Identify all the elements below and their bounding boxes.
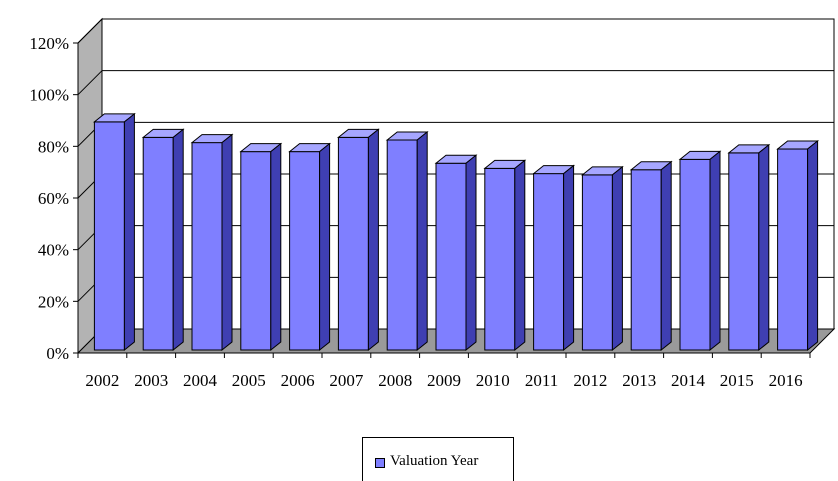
bar xyxy=(288,142,332,352)
bar xyxy=(190,133,234,352)
x-axis-ticks: 2002 2003 2004 2005 2006 2007 2008 2009 2010 2011… xyxy=(77,353,811,390)
x-tick-label: 2003 xyxy=(134,371,168,390)
bar xyxy=(629,160,673,352)
bar-front xyxy=(337,136,369,351)
x-tick-label: 2012 xyxy=(573,371,607,390)
bar-side xyxy=(807,140,819,352)
bar xyxy=(532,164,576,352)
bar-front xyxy=(630,169,662,351)
bar xyxy=(678,150,722,352)
bar-side xyxy=(221,133,233,352)
bar-front xyxy=(386,139,418,351)
y-tick-label: 20% xyxy=(38,292,69,311)
bar-side xyxy=(465,154,477,352)
x-tick-label: 2005 xyxy=(232,371,266,390)
bar-front xyxy=(240,151,272,351)
bar xyxy=(776,140,820,352)
y-tick-label: 120% xyxy=(29,34,69,53)
x-tick-label: 2006 xyxy=(281,371,315,390)
bar xyxy=(434,154,478,352)
bars xyxy=(92,112,820,352)
bar-front xyxy=(93,121,125,351)
bar-front xyxy=(484,167,516,351)
bar xyxy=(483,159,527,352)
gridline-side xyxy=(77,18,103,44)
y-tick-label: 0% xyxy=(46,344,69,363)
y-axis-ticks: 0% 20% 40% 60% 80% 100% 120% xyxy=(29,34,78,363)
y-tick-label: 60% xyxy=(38,189,69,208)
bar xyxy=(727,143,771,352)
x-tick-label: 2016 xyxy=(769,371,803,390)
bar-side xyxy=(319,142,331,352)
x-tick-label: 2010 xyxy=(476,371,510,390)
gridline-side xyxy=(77,70,103,96)
x-tick-label: 2015 xyxy=(720,371,754,390)
legend-swatch xyxy=(375,458,385,468)
y-tick-label: 80% xyxy=(38,137,69,156)
x-tick-label: 2004 xyxy=(183,371,218,390)
x-tick-label: 2008 xyxy=(378,371,412,390)
x-tick-label: 2009 xyxy=(427,371,461,390)
bar-front xyxy=(289,151,321,351)
bar-front xyxy=(581,174,613,351)
legend: Valuation Year xyxy=(362,437,514,481)
bar-front xyxy=(191,142,223,351)
bar-side xyxy=(709,150,721,352)
bar-side xyxy=(514,159,526,352)
bar-front xyxy=(728,152,760,351)
bar xyxy=(385,130,429,352)
x-tick-label: 2011 xyxy=(525,371,558,390)
bar xyxy=(141,128,185,352)
legend-label: Valuation Year xyxy=(390,453,479,469)
bar-front xyxy=(679,158,711,351)
bar-front xyxy=(777,148,809,351)
x-tick-label: 2013 xyxy=(622,371,656,390)
bar-side xyxy=(660,160,672,352)
bar-side xyxy=(123,112,135,352)
x-tick-label: 2007 xyxy=(329,371,364,390)
bar xyxy=(580,165,624,352)
y-tick-label: 40% xyxy=(38,241,69,260)
x-tick-label: 2014 xyxy=(671,371,706,390)
bar-front xyxy=(435,162,467,351)
x-tick-label: 2002 xyxy=(85,371,119,390)
bar xyxy=(239,142,283,352)
bar-side xyxy=(611,165,623,352)
bar-side xyxy=(270,142,282,352)
bar-side xyxy=(172,128,184,352)
bar-front xyxy=(142,136,174,351)
bar xyxy=(92,112,136,352)
bar-front xyxy=(533,173,565,351)
bar xyxy=(336,128,380,352)
bar-side xyxy=(367,128,379,352)
bar-side xyxy=(758,143,770,352)
y-tick-label: 100% xyxy=(29,86,69,105)
bar-side xyxy=(563,164,575,352)
bar-side xyxy=(416,130,428,352)
